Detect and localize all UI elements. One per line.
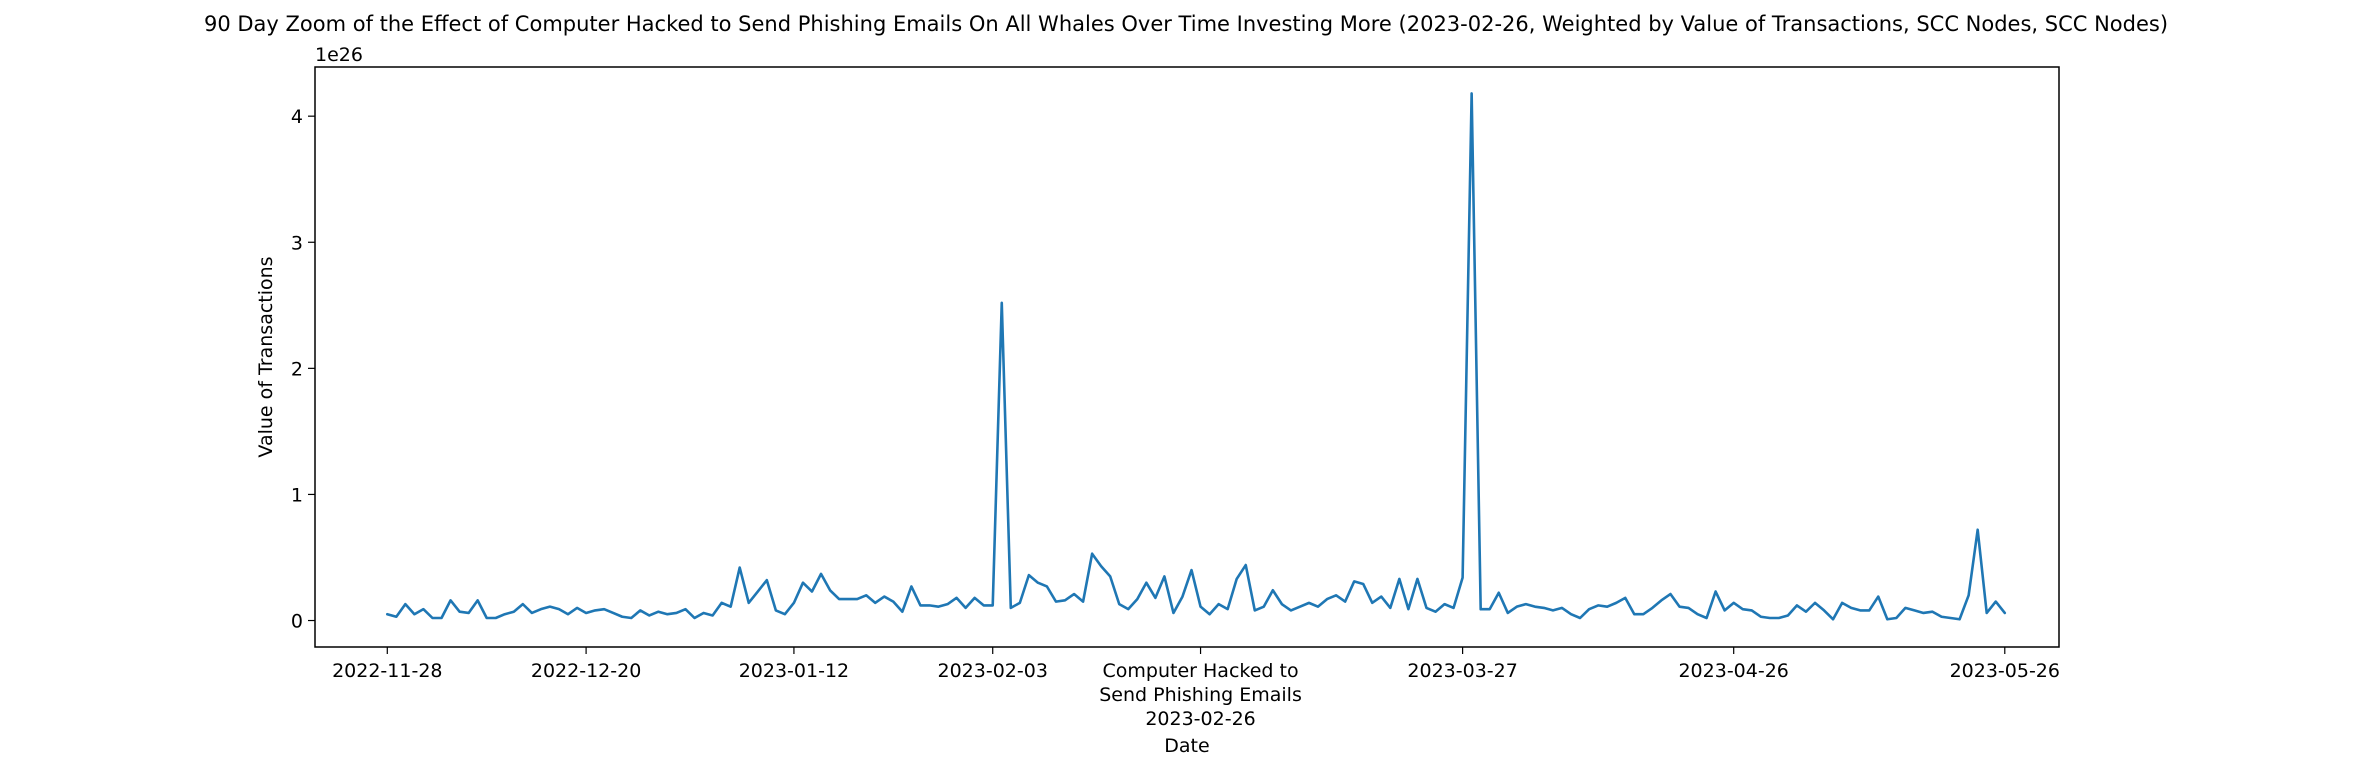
x-tick-label: 2023-04-26	[1678, 660, 1788, 682]
annotation-label: Send Phishing Emails	[1099, 684, 1302, 706]
annotation-label: 2023-02-26	[1145, 708, 1255, 730]
y-axis-scale-label: 1e26	[315, 44, 363, 66]
y-tick-label: 1	[291, 484, 303, 506]
plot-frame	[314, 66, 2060, 648]
y-tick-label: 0	[291, 611, 303, 633]
plot-area	[314, 66, 2060, 648]
annotation-label: Computer Hacked to	[1103, 660, 1299, 682]
y-tick-label: 3	[291, 232, 303, 254]
x-axis: 2022-11-28 2022-12-20 2023-01-12 2023-02-03…	[332, 647, 2060, 682]
y-tick-label: 4	[291, 106, 303, 128]
x-tick-label: 2023-03-27	[1407, 660, 1517, 682]
y-axis: 0 1 2 3 4	[291, 106, 315, 633]
x-tick-label: 2022-12-20	[531, 660, 641, 682]
x-tick-label: 2023-01-12	[739, 660, 849, 682]
x-tick-label: 2022-11-28	[332, 660, 442, 682]
chart-title: 90 Day Zoom of the Effect of Computer Ha…	[204, 12, 2168, 36]
x-axis-label: Date	[1164, 735, 1209, 757]
y-tick-label: 2	[291, 358, 303, 380]
y-axis-label: Value of Transactions	[255, 256, 277, 457]
series-line	[385, 92, 2007, 621]
x-tick-label: 2023-02-03	[938, 660, 1048, 682]
x-tick-label: 2023-05-26	[1950, 660, 2060, 682]
